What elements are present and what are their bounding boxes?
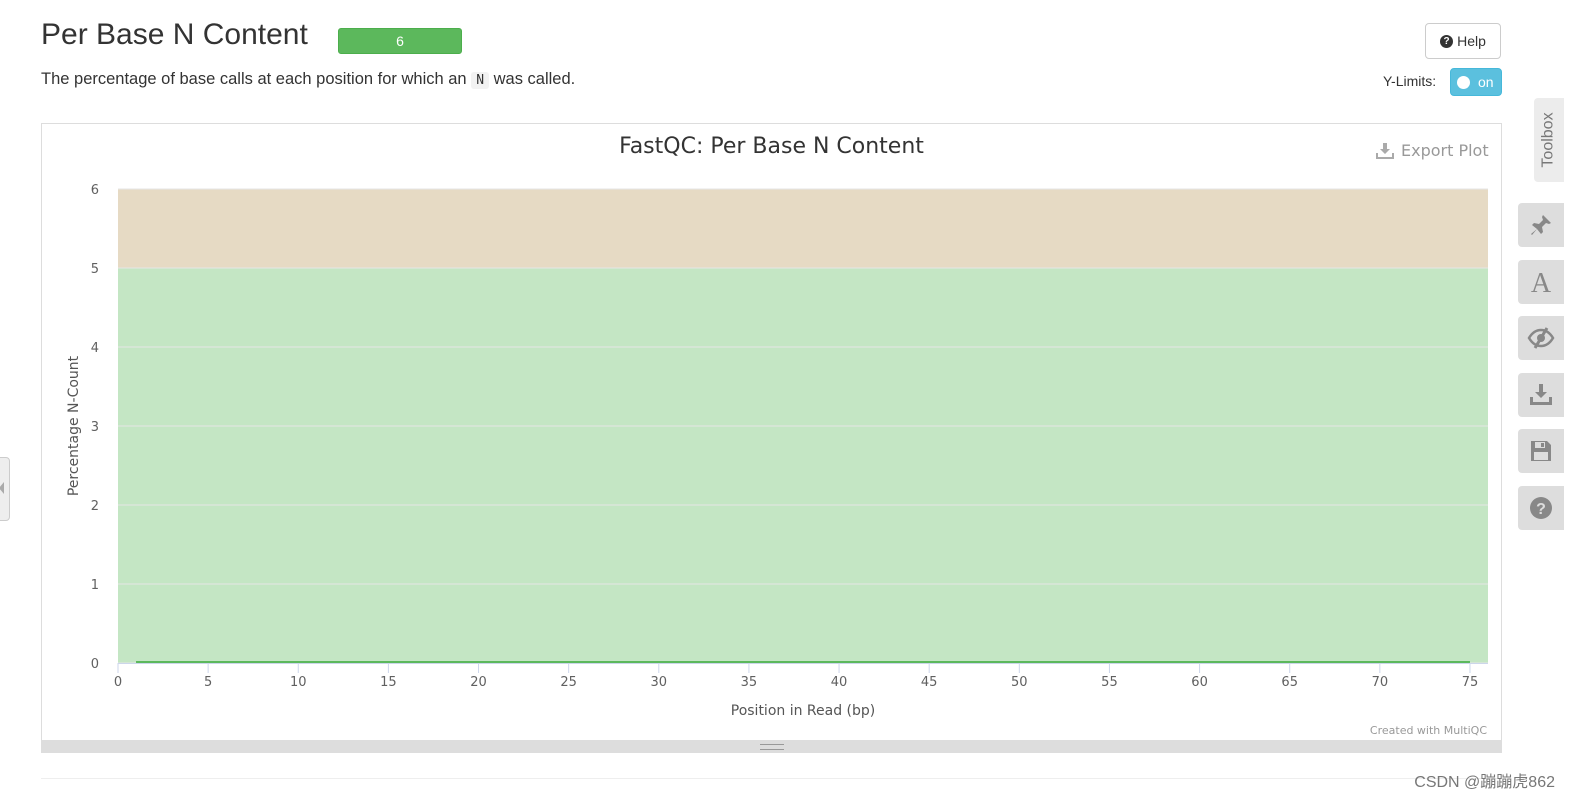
description-text-end: was called. (493, 70, 576, 88)
toggle-knob (1457, 75, 1470, 89)
x-tick-label: 35 (741, 675, 758, 690)
y-tick-label: 4 (91, 341, 99, 356)
toolbox-help-button[interactable]: ? (1518, 486, 1564, 530)
x-tick-label: 60 (1191, 675, 1208, 690)
y-tick-label: 5 (91, 262, 99, 277)
ylimits-label: Y-Limits: (1383, 73, 1437, 89)
description-code: N (471, 72, 490, 89)
svg-text:?: ? (1536, 501, 1546, 518)
ylimits-state: on (1478, 74, 1494, 90)
plot-credit: Created with MultiQC (1369, 724, 1487, 737)
watermark: CSDN @蹦蹦虎862 (1414, 774, 1555, 791)
eye-slash-icon (1527, 327, 1555, 349)
font-icon: A (1531, 269, 1552, 295)
plot-band-0 (118, 268, 1488, 663)
export-plot-button[interactable]: Export Plot (1375, 141, 1489, 160)
pin-icon (1531, 215, 1551, 235)
x-tick-label: 65 (1281, 675, 1298, 690)
hide-samples-button[interactable] (1518, 316, 1564, 360)
description-text: The percentage of base calls at each pos… (41, 70, 467, 88)
x-tick-label: 70 (1372, 675, 1389, 690)
x-tick-label: 55 (1101, 675, 1118, 690)
x-axis-title: Position in Read (bp) (731, 703, 876, 719)
x-tick-label: 0 (114, 675, 122, 690)
export-plot-label: Export Plot (1401, 141, 1489, 160)
y-axis-title: Percentage N-Count (66, 355, 82, 496)
x-tick-label: 40 (831, 675, 848, 690)
plot-resize-handle[interactable] (42, 740, 1501, 752)
download-icon (1376, 142, 1394, 159)
x-tick-label: 45 (921, 675, 938, 690)
save-icon (1531, 441, 1551, 461)
help-button[interactable]: ? Help (1425, 23, 1501, 59)
sample-count-badge: 6 (338, 28, 462, 54)
x-tick-label: 5 (204, 675, 212, 690)
toolbox-tab[interactable]: Toolbox (1534, 98, 1564, 182)
question-circle-icon: ? (1440, 34, 1454, 48)
page-title: Per Base N Content (41, 18, 308, 51)
y-tick-label: 2 (91, 499, 99, 514)
x-tick-label: 50 (1011, 675, 1028, 690)
help-label: Help (1457, 33, 1486, 49)
save-settings-button[interactable] (1518, 429, 1564, 473)
x-tick-label: 75 (1462, 675, 1479, 690)
y-tick-label: 3 (91, 420, 99, 435)
ylimits-toggle[interactable]: on (1450, 68, 1502, 96)
svg-text:A: A (1531, 269, 1552, 295)
x-tick-label: 30 (651, 675, 668, 690)
plot-band-1 (118, 189, 1488, 268)
plot-container: 0 1 2 3 4 5 6 0 5 10 15 20 25 30 35 40 45 50 55 60 65 70 75 Pos… (41, 123, 1502, 753)
y-tick-label: 1 (91, 578, 99, 593)
rename-samples-button[interactable]: A (1518, 260, 1564, 304)
download-icon (1530, 384, 1552, 405)
y-tick-label: 0 (91, 657, 99, 672)
toolbox-label: Toolbox (1540, 112, 1557, 168)
y-tick-label: 6 (91, 183, 99, 198)
x-tick-label: 25 (560, 675, 577, 690)
side-nav-toggle[interactable] (0, 457, 10, 521)
question-circle-icon: ? (1530, 497, 1552, 519)
plot-title: FastQC: Per Base N Content (619, 134, 924, 159)
x-tick-label: 10 (290, 675, 307, 690)
section-divider (41, 778, 1502, 779)
section-description: The percentage of base calls at each pos… (41, 70, 575, 89)
highlight-samples-button[interactable] (1518, 203, 1564, 247)
x-tick-label: 15 (380, 675, 397, 690)
export-button[interactable] (1518, 373, 1564, 417)
x-tick-label: 20 (470, 675, 487, 690)
